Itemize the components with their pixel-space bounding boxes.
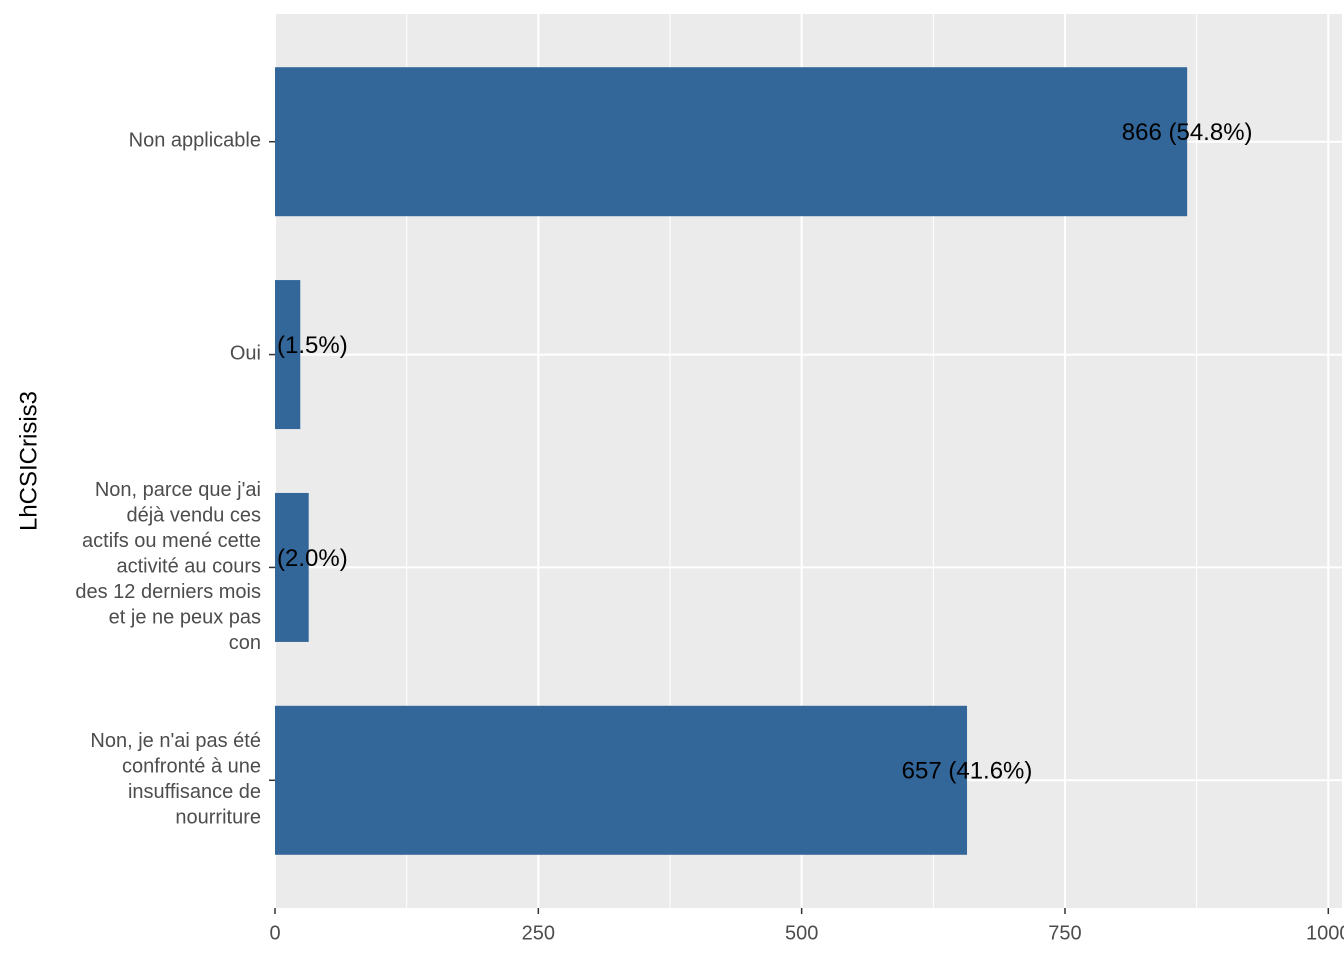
x-tick-label: 500 [785,922,818,944]
bar [275,67,1188,217]
y-tick-label: Non, parce que j'ai déjà vendu ces actifs … [75,479,261,654]
bar [275,280,301,430]
y-axis-title: LhCSICrisis3 [15,391,42,531]
x-tick-label: 250 [522,922,555,944]
y-tick-label: Non applicable [129,130,261,152]
data-label: 866 (54.8%) [1122,119,1253,146]
data-label: (2.0%) [277,545,348,572]
data-label: 657 (41.6%) [902,758,1033,785]
y-tick-label: Non, je n'ai pas été confronté à une insuf… [90,730,261,829]
plot-area [275,14,1342,908]
bar [275,705,968,855]
data-label: (1.5%) [277,332,348,359]
x-tick-label: 1000 [1306,922,1344,944]
x-tick-label: 0 [269,922,280,944]
y-tick-label: Oui [230,343,261,365]
x-tick-label: 750 [1048,922,1081,944]
bar [275,492,309,642]
